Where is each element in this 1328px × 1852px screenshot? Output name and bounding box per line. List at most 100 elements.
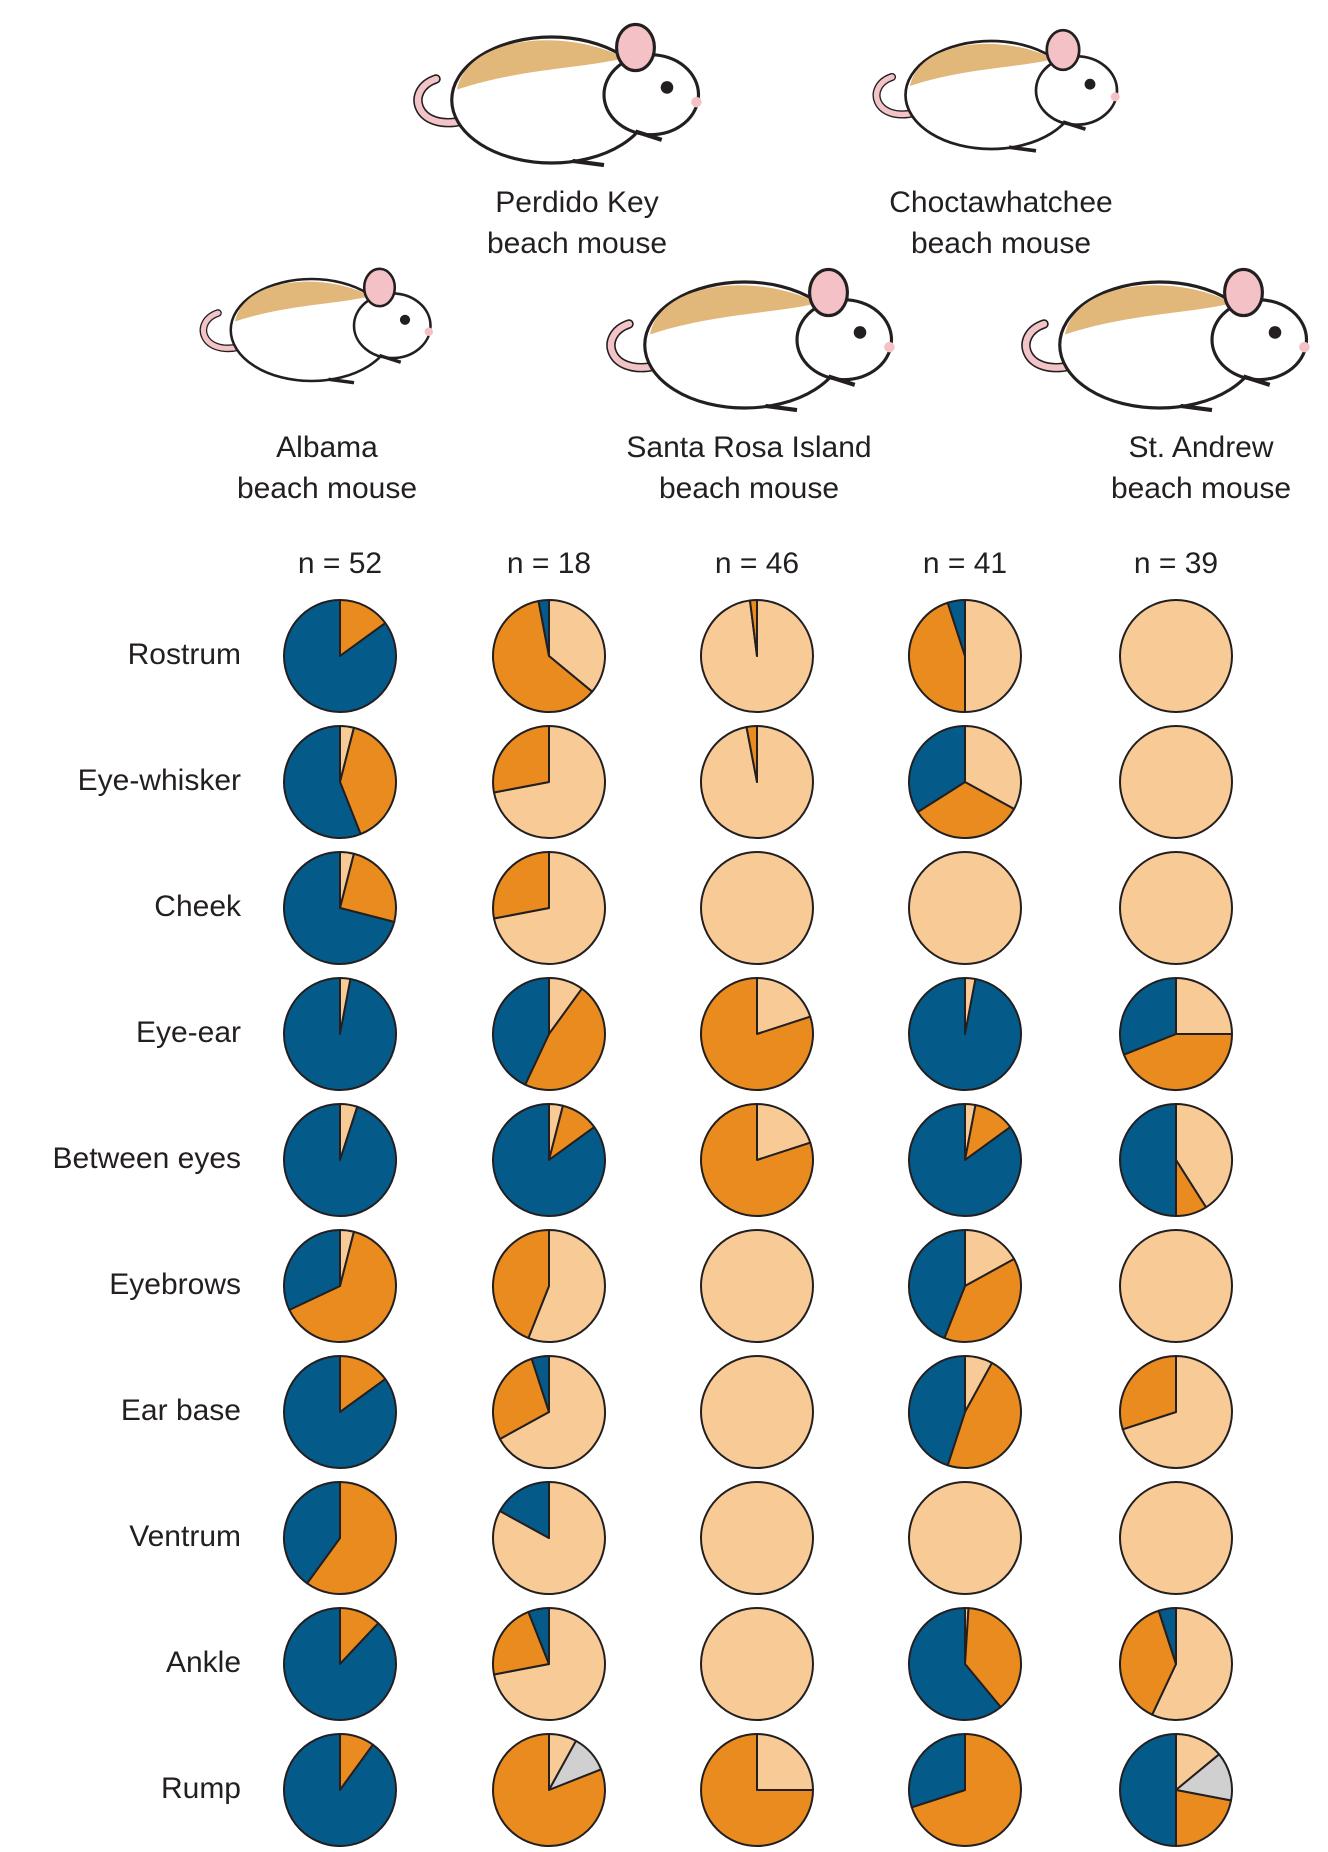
pie-slice (527, 1229, 606, 1343)
sample-size: n = 39 (1134, 547, 1218, 580)
mouse-ear (362, 267, 397, 308)
pie-slice (492, 1733, 606, 1847)
pie-slice (916, 781, 1016, 839)
row-label: Eye-whisker (78, 764, 241, 797)
mouse-ear (1045, 28, 1081, 72)
pie-slice (548, 599, 606, 693)
mouse-foot (1180, 374, 1271, 413)
pie-slice (908, 1733, 966, 1809)
mouse-nose (1110, 92, 1120, 102)
pie-slice (1119, 1103, 1177, 1217)
mouse-eye (399, 314, 411, 325)
pie-slice (283, 1481, 341, 1585)
pie-slice (527, 1607, 550, 1665)
pie-slice (1119, 725, 1233, 839)
pie-slice (339, 1355, 387, 1413)
pie-slice (964, 1607, 1023, 1709)
pie-slice (910, 1733, 1022, 1847)
mouse-illustration (1021, 267, 1310, 413)
sample-size: n = 52 (298, 547, 382, 580)
mouse-back (910, 43, 1054, 86)
pie-slice (283, 1607, 397, 1721)
pie-slice (1119, 1229, 1233, 1343)
row-label: Cheek (154, 890, 242, 923)
pie-slice (700, 1481, 814, 1595)
mouse-ear (615, 22, 656, 73)
pie-slice (498, 1355, 606, 1469)
pie-slice (283, 977, 397, 1091)
pie-slice (756, 1733, 814, 1791)
pie-slice (1157, 1607, 1177, 1665)
pie-slice (283, 599, 397, 713)
mouse-head (1034, 54, 1119, 127)
pie-slice (700, 1229, 814, 1343)
pie-slice (537, 599, 550, 657)
pie-slice (1175, 977, 1233, 1035)
population-name: Albama (276, 431, 378, 464)
pie-slice (700, 1355, 814, 1469)
pie-slice (498, 1481, 550, 1539)
pie-slice (908, 851, 1022, 965)
mouse-head (602, 53, 701, 137)
pie-slice (283, 851, 396, 965)
pie-slice (339, 599, 387, 657)
pie-slice (964, 725, 1022, 810)
pie-slice (908, 1103, 1022, 1217)
pie-slice (1121, 1355, 1233, 1469)
mouse-illustration (199, 267, 434, 385)
pie-slice (492, 1229, 550, 1340)
pie-slice (964, 599, 1022, 713)
mouse-nose (1299, 341, 1310, 353)
pie-slice (908, 1229, 966, 1340)
pie-slice (700, 1607, 814, 1721)
mouse-tail (414, 75, 466, 126)
pie-slice (908, 725, 966, 814)
mouse-foot (765, 374, 856, 413)
pie-slice (306, 1481, 397, 1595)
sample-size: n = 18 (507, 547, 591, 580)
pie-slice (524, 987, 606, 1091)
pie-slice (1119, 977, 1177, 1056)
population-name: beach mouse (659, 472, 839, 505)
pie-slice (964, 1229, 1016, 1287)
population-name: Perdido Key (495, 186, 658, 219)
mouse-head (795, 298, 894, 382)
pie-slice (283, 725, 362, 839)
pie-slice (1119, 599, 1233, 713)
pie-slice (492, 977, 550, 1086)
population-name: beach mouse (237, 472, 417, 505)
mouse-foot (1008, 120, 1087, 153)
pie-slice (530, 1355, 550, 1413)
mouse-foot (572, 129, 663, 168)
pie-slice (1119, 1481, 1233, 1595)
population-name: beach mouse (1111, 472, 1291, 505)
mouse-back (235, 281, 371, 322)
row-label: Eyebrows (109, 1268, 241, 1301)
mouse-foot (328, 353, 402, 385)
mouse-ear (1223, 267, 1264, 318)
pie-slice (700, 977, 814, 1091)
pie-slice (748, 599, 758, 657)
row-label: Rump (161, 1772, 241, 1805)
row-label: Ear base (121, 1394, 241, 1427)
row-label: Rostrum (128, 638, 241, 671)
population-name: beach mouse (911, 227, 1091, 260)
mouse-eye (660, 81, 674, 94)
pie-slice (908, 1607, 1002, 1721)
pie-slice (492, 599, 594, 713)
mouse-back (1065, 285, 1233, 335)
pie-slice (1119, 1733, 1177, 1847)
pie-slice (946, 1361, 1022, 1469)
row-label: Eye-ear (136, 1016, 241, 1049)
pie-slice (908, 1355, 966, 1467)
pie-slice (1151, 1607, 1233, 1721)
pie-slice (492, 851, 550, 920)
population-name: Santa Rosa Island (626, 431, 871, 464)
pie-slice (288, 1230, 397, 1343)
pie-slice (745, 725, 758, 783)
pie-slice (492, 725, 550, 794)
pie-slice (492, 1103, 606, 1217)
mouse-head (1210, 298, 1309, 382)
pie-slice (283, 1733, 397, 1847)
pie-slice (946, 599, 966, 657)
